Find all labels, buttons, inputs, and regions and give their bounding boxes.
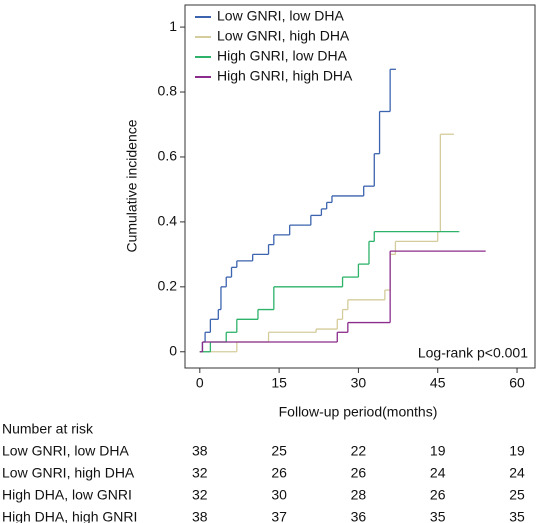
x-tick-label: 45 [430,375,446,391]
x-axis-label: Follow-up period(months) [279,404,438,420]
y-tick-label: 0.8 [158,83,178,99]
risk-count: 19 [509,443,525,459]
y-tick-label: 0 [169,342,177,358]
legend-label: Low GNRI, high DHA [217,28,350,44]
risk-count: 36 [351,509,367,523]
x-tick-label: 30 [351,375,367,391]
risk-count: 35 [430,509,446,523]
risk-count: 19 [430,443,446,459]
y-tick-label: 1 [169,18,177,34]
y-tick-label: 0.2 [158,278,178,294]
risk-count: 38 [192,443,208,459]
risk-row-label: High DHA, high GNRI [2,509,137,523]
risk-table-title: Number at risk [2,421,94,437]
risk-count: 28 [351,487,367,503]
x-tick-label: 60 [509,375,525,391]
risk-row-label: High DHA, low GNRI [2,487,132,503]
risk-count: 32 [192,465,208,481]
risk-count: 22 [351,443,367,459]
x-tick-label: 15 [271,375,287,391]
risk-count: 25 [271,443,287,459]
y-tick-label: 0.6 [158,148,178,164]
risk-count: 25 [509,487,525,503]
risk-count: 26 [430,487,446,503]
y-tick-label: 0.4 [158,213,178,229]
plot-frame [184,4,536,369]
annotation: Log-rank p<0.001 [418,345,528,361]
risk-count: 26 [271,465,287,481]
risk-count: 24 [509,465,525,481]
legend-label: High GNRI, low DHA [217,48,348,64]
risk-row-label: Low GNRI, low DHA [2,443,129,459]
risk-count: 35 [509,509,525,523]
y-axis-label: Cumulative incidence [124,119,140,252]
risk-count: 32 [192,487,208,503]
risk-count: 38 [192,509,208,523]
risk-row-label: Low GNRI, high DHA [2,465,135,481]
legend-label: High GNRI, high DHA [217,68,353,84]
x-tick-label: 0 [196,375,204,391]
risk-count: 24 [430,465,446,481]
risk-count: 30 [271,487,287,503]
risk-count: 26 [351,465,367,481]
risk-count: 37 [271,509,287,523]
legend-label: Low GNRI, low DHA [217,8,344,24]
